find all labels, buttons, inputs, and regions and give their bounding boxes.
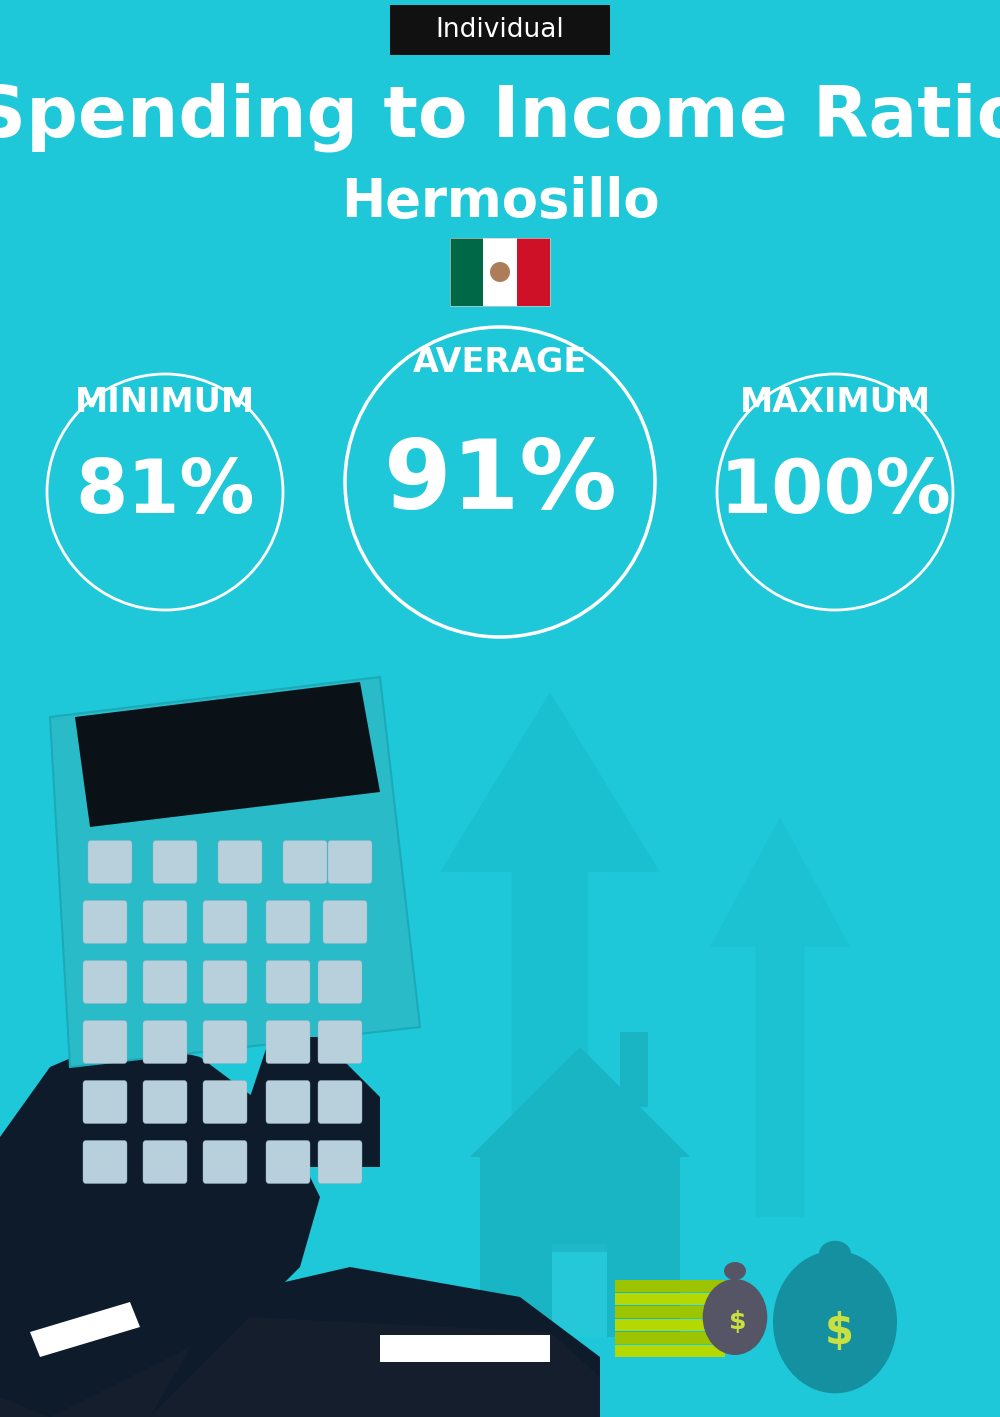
Text: 81%: 81% (75, 455, 255, 529)
Text: Hermosillo: Hermosillo (341, 176, 659, 228)
FancyBboxPatch shape (318, 1081, 362, 1124)
Bar (552, 1244, 607, 1253)
FancyBboxPatch shape (83, 961, 127, 1003)
FancyBboxPatch shape (203, 961, 247, 1003)
Polygon shape (150, 1316, 600, 1417)
Text: Individual: Individual (436, 17, 564, 43)
Bar (450, 238, 483, 306)
FancyBboxPatch shape (143, 961, 187, 1003)
Text: MINIMUM: MINIMUM (75, 385, 255, 418)
Text: Spending to Income Ratio: Spending to Income Ratio (0, 82, 1000, 152)
Polygon shape (380, 1335, 550, 1362)
Ellipse shape (773, 1251, 897, 1393)
FancyBboxPatch shape (266, 1020, 310, 1064)
FancyBboxPatch shape (266, 1141, 310, 1183)
Text: $: $ (824, 1311, 853, 1353)
FancyBboxPatch shape (203, 1081, 247, 1124)
FancyBboxPatch shape (203, 1141, 247, 1183)
Bar (620, 1032, 648, 1107)
FancyBboxPatch shape (83, 1141, 127, 1183)
Ellipse shape (703, 1280, 767, 1355)
Text: 100%: 100% (719, 455, 951, 529)
FancyBboxPatch shape (83, 1081, 127, 1124)
Circle shape (490, 262, 510, 282)
Bar (483, 238, 517, 306)
Bar (615, 1332, 725, 1343)
FancyBboxPatch shape (153, 840, 197, 884)
FancyBboxPatch shape (323, 900, 367, 944)
Bar (615, 1319, 725, 1331)
Bar (480, 1158, 680, 1338)
FancyBboxPatch shape (83, 900, 127, 944)
FancyBboxPatch shape (143, 1141, 187, 1183)
Polygon shape (440, 691, 660, 1241)
Polygon shape (0, 1037, 320, 1417)
Bar (615, 1306, 725, 1318)
FancyBboxPatch shape (203, 900, 247, 944)
Bar (615, 1280, 725, 1292)
FancyBboxPatch shape (143, 1020, 187, 1064)
Text: $: $ (729, 1309, 747, 1333)
FancyBboxPatch shape (218, 840, 262, 884)
Ellipse shape (724, 1263, 746, 1280)
FancyBboxPatch shape (203, 1020, 247, 1064)
Polygon shape (710, 818, 850, 1217)
FancyBboxPatch shape (266, 1081, 310, 1124)
FancyBboxPatch shape (390, 6, 610, 55)
Bar (517, 238, 550, 306)
FancyBboxPatch shape (283, 840, 327, 884)
FancyBboxPatch shape (83, 1020, 127, 1064)
FancyBboxPatch shape (318, 961, 362, 1003)
FancyBboxPatch shape (318, 1020, 362, 1064)
Text: MAXIMUM: MAXIMUM (739, 385, 931, 418)
Ellipse shape (819, 1241, 851, 1267)
Polygon shape (150, 1267, 600, 1417)
Polygon shape (0, 1297, 250, 1417)
FancyBboxPatch shape (266, 961, 310, 1003)
Bar (552, 1247, 607, 1338)
FancyBboxPatch shape (328, 840, 372, 884)
Text: AVERAGE: AVERAGE (413, 346, 587, 378)
Polygon shape (470, 1047, 690, 1158)
Polygon shape (250, 1037, 380, 1168)
Text: 91%: 91% (384, 435, 616, 529)
Polygon shape (30, 1302, 140, 1357)
FancyBboxPatch shape (143, 900, 187, 944)
FancyBboxPatch shape (88, 840, 132, 884)
Bar (615, 1345, 725, 1357)
Bar (450, 238, 550, 306)
Bar (615, 1292, 725, 1305)
FancyBboxPatch shape (318, 1141, 362, 1183)
FancyBboxPatch shape (266, 900, 310, 944)
FancyBboxPatch shape (143, 1081, 187, 1124)
Polygon shape (50, 677, 420, 1067)
Polygon shape (75, 682, 380, 828)
